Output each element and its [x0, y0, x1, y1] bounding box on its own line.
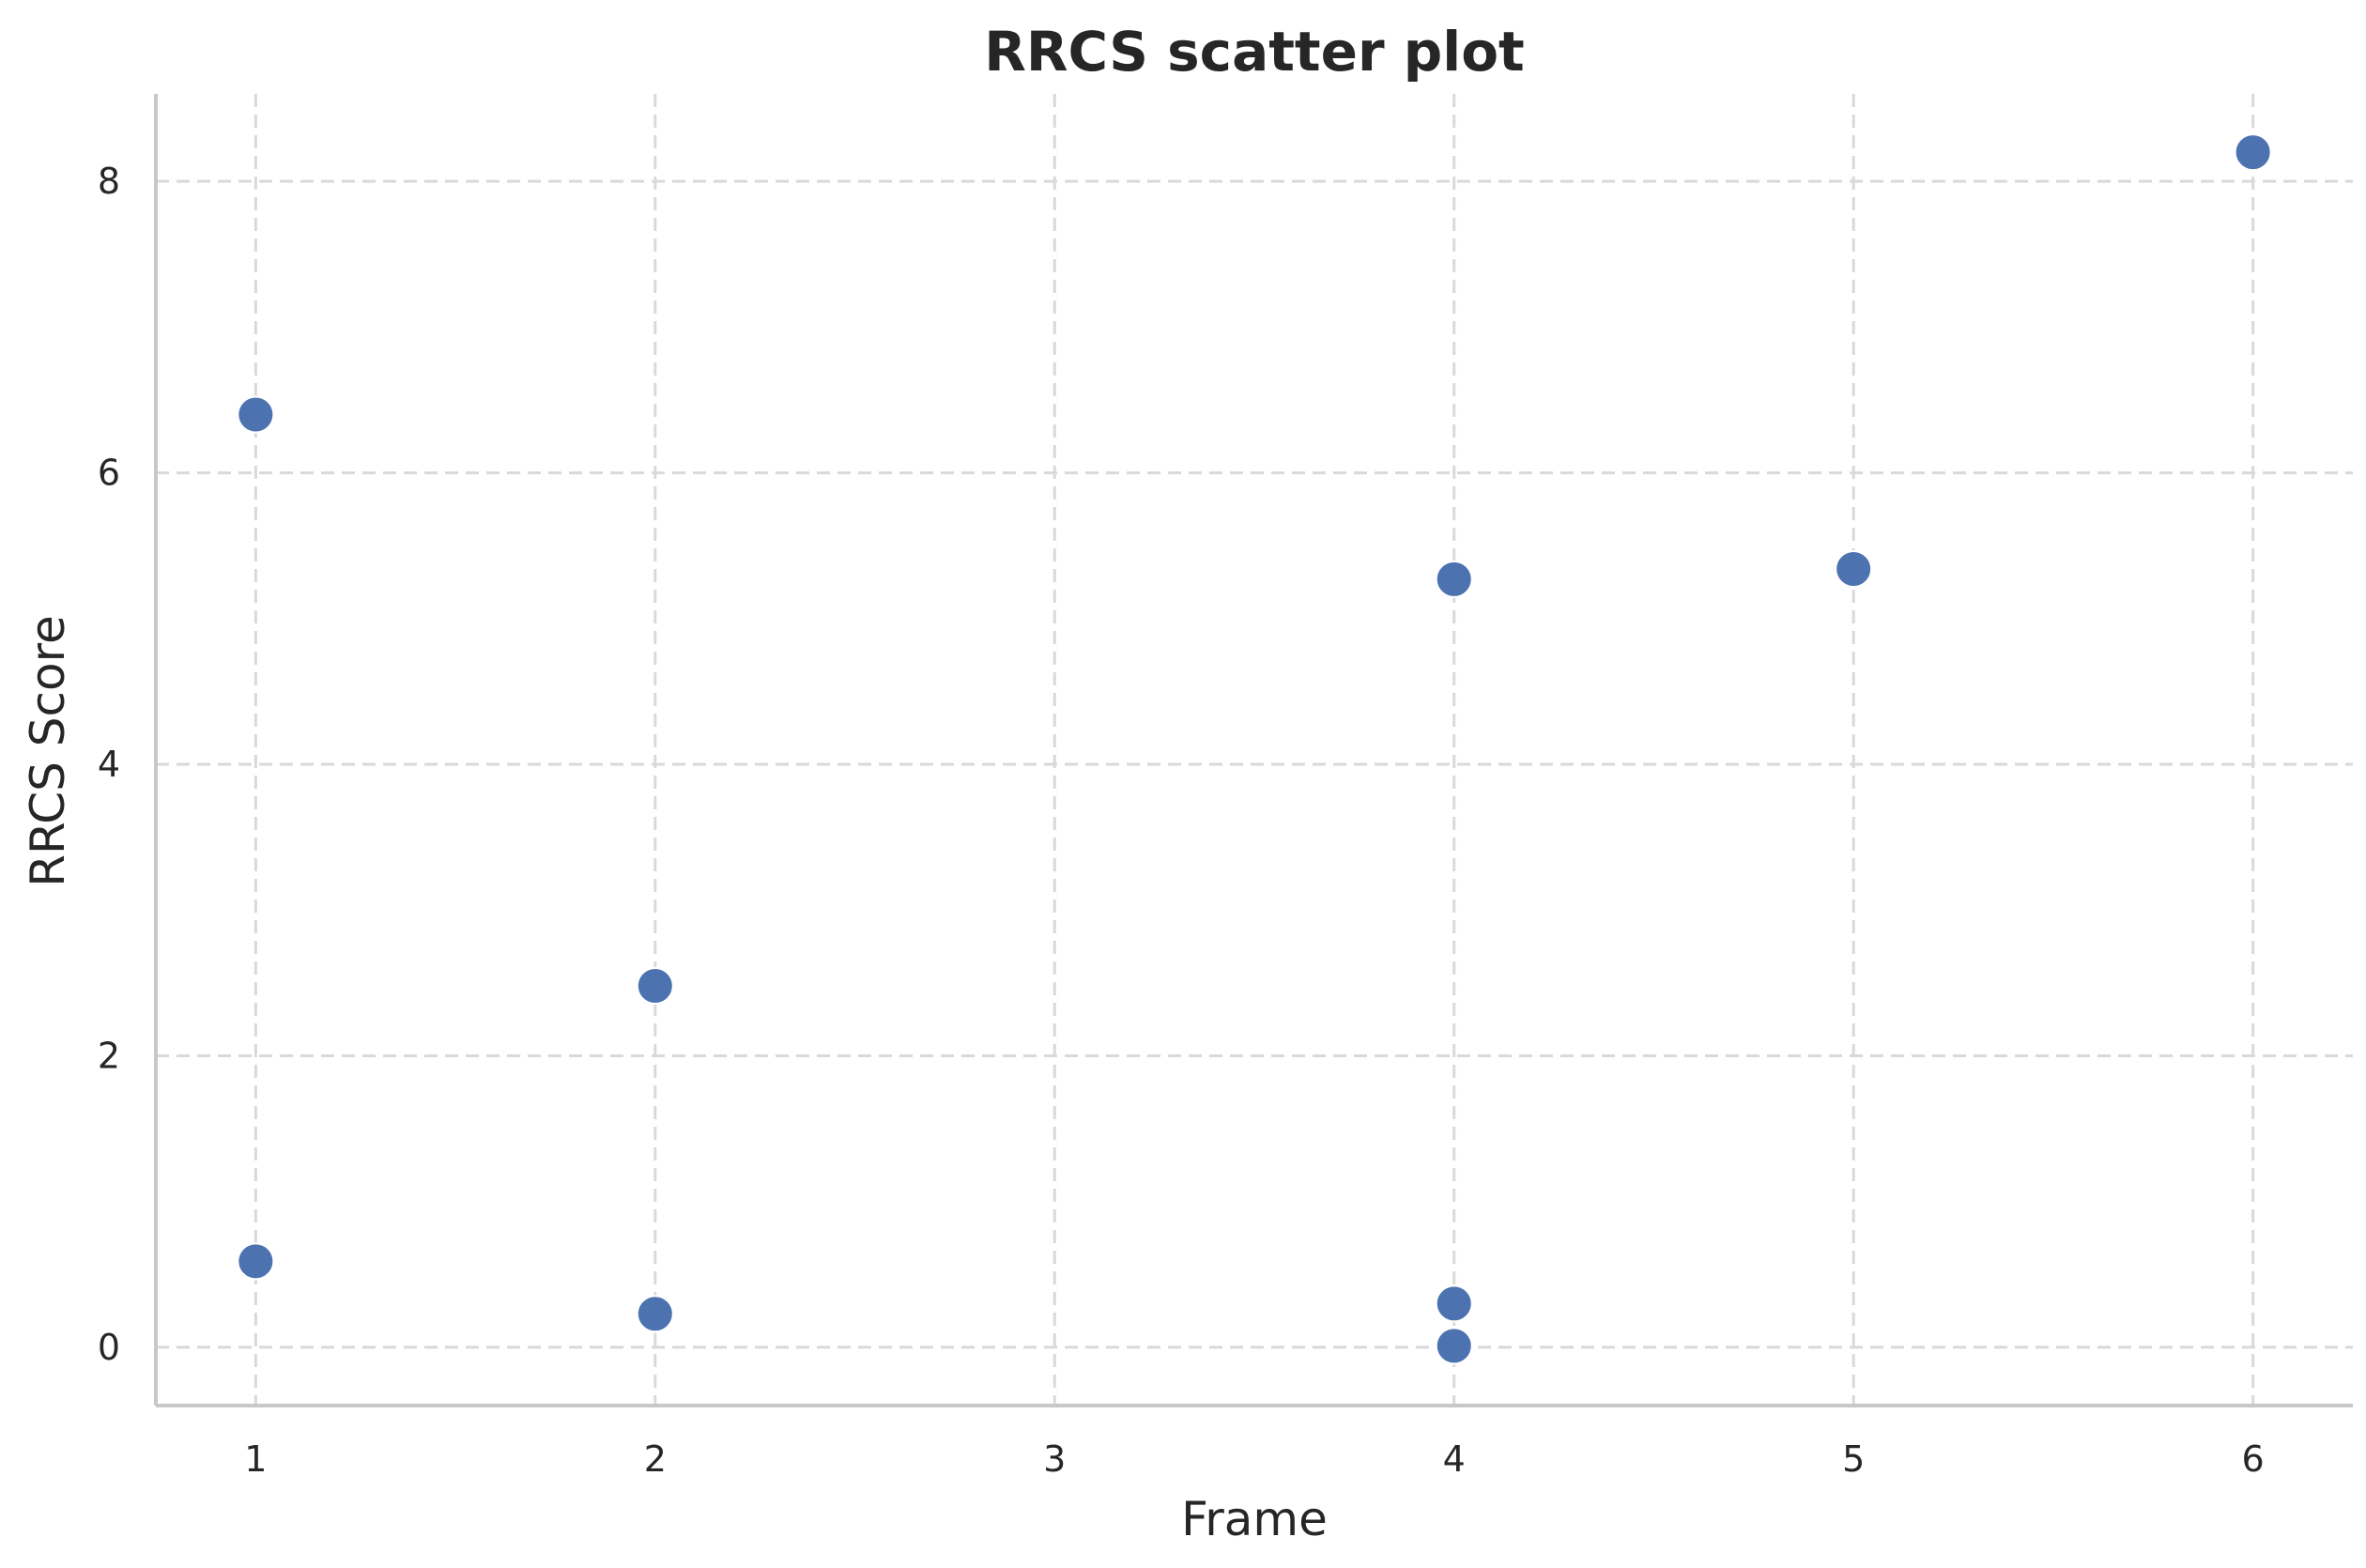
y-axis-label: RRCS Score [21, 615, 75, 887]
data-point [1435, 560, 1473, 598]
data-points [237, 133, 2272, 1365]
data-point [636, 1295, 674, 1333]
data-point [636, 966, 674, 1005]
x-tick-label: 6 [2242, 1438, 2265, 1480]
x-tick-label: 5 [1842, 1438, 1865, 1480]
axes-spines [154, 94, 2353, 1407]
data-point [1835, 550, 1873, 589]
x-tick-label: 2 [644, 1438, 667, 1480]
x-tick-label: 4 [1443, 1438, 1466, 1480]
data-point [2234, 133, 2272, 172]
y-tick-label: 0 [98, 1327, 120, 1368]
x-axis-label: Frame [1181, 1492, 1328, 1546]
chart-title: RRCS scatter plot [984, 20, 1525, 84]
y-tick-label: 6 [98, 453, 120, 494]
data-point [237, 1242, 275, 1281]
y-tick-label: 2 [98, 1035, 120, 1076]
x-tick-label: 3 [1043, 1438, 1066, 1480]
data-point [237, 395, 275, 434]
x-tick-label: 1 [244, 1438, 267, 1480]
y-tick-label: 8 [98, 161, 120, 202]
y-tick-label: 4 [98, 744, 120, 785]
grid-lines [156, 94, 2353, 1406]
data-point [1435, 1327, 1473, 1365]
data-point [1435, 1284, 1473, 1323]
tick-labels: 1 2 3 4 5 6 0 2 4 6 8 [98, 161, 2265, 1480]
